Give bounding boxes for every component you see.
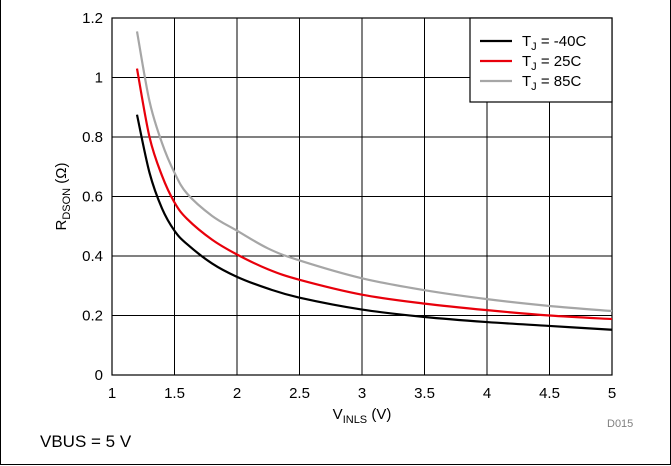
y-tick-label: 0.6 [82, 189, 103, 206]
x-tick-label: 3 [358, 385, 366, 402]
y-tick-label: 0.2 [82, 308, 103, 325]
footnote: VBUS = 5 V [40, 432, 132, 451]
plot-border [111, 17, 613, 376]
y-tick-label: 0.8 [82, 129, 103, 146]
x-tick-label: 2.5 [289, 385, 310, 402]
y-tick-label: 1.2 [82, 10, 103, 27]
x-tick-label: 2 [233, 385, 241, 402]
legend-label: TJ = 25C [522, 53, 581, 73]
x-axis-label: VINLS (V) [333, 406, 392, 426]
series-line [135, 68, 613, 321]
x-tick-label: 1 [108, 385, 116, 402]
x-tick-label: 5 [608, 385, 616, 402]
x-tick-label: 4 [483, 385, 491, 402]
y-tick-label: 0 [95, 367, 103, 384]
y-tick-label: 0.4 [82, 248, 103, 265]
x-tick-label: 3.5 [414, 385, 435, 402]
series-line [135, 114, 613, 331]
x-tick-label: 4.5 [539, 385, 560, 402]
y-tick-label: 1 [95, 70, 103, 87]
legend-label: TJ = -40C [522, 33, 586, 53]
figure-code: D015 [607, 418, 634, 430]
x-tick-label: 1.5 [164, 385, 185, 402]
legend-label: TJ = 85C [522, 73, 581, 93]
series-line [135, 31, 613, 313]
y-axis-label: RDSON (Ω) [53, 162, 73, 230]
